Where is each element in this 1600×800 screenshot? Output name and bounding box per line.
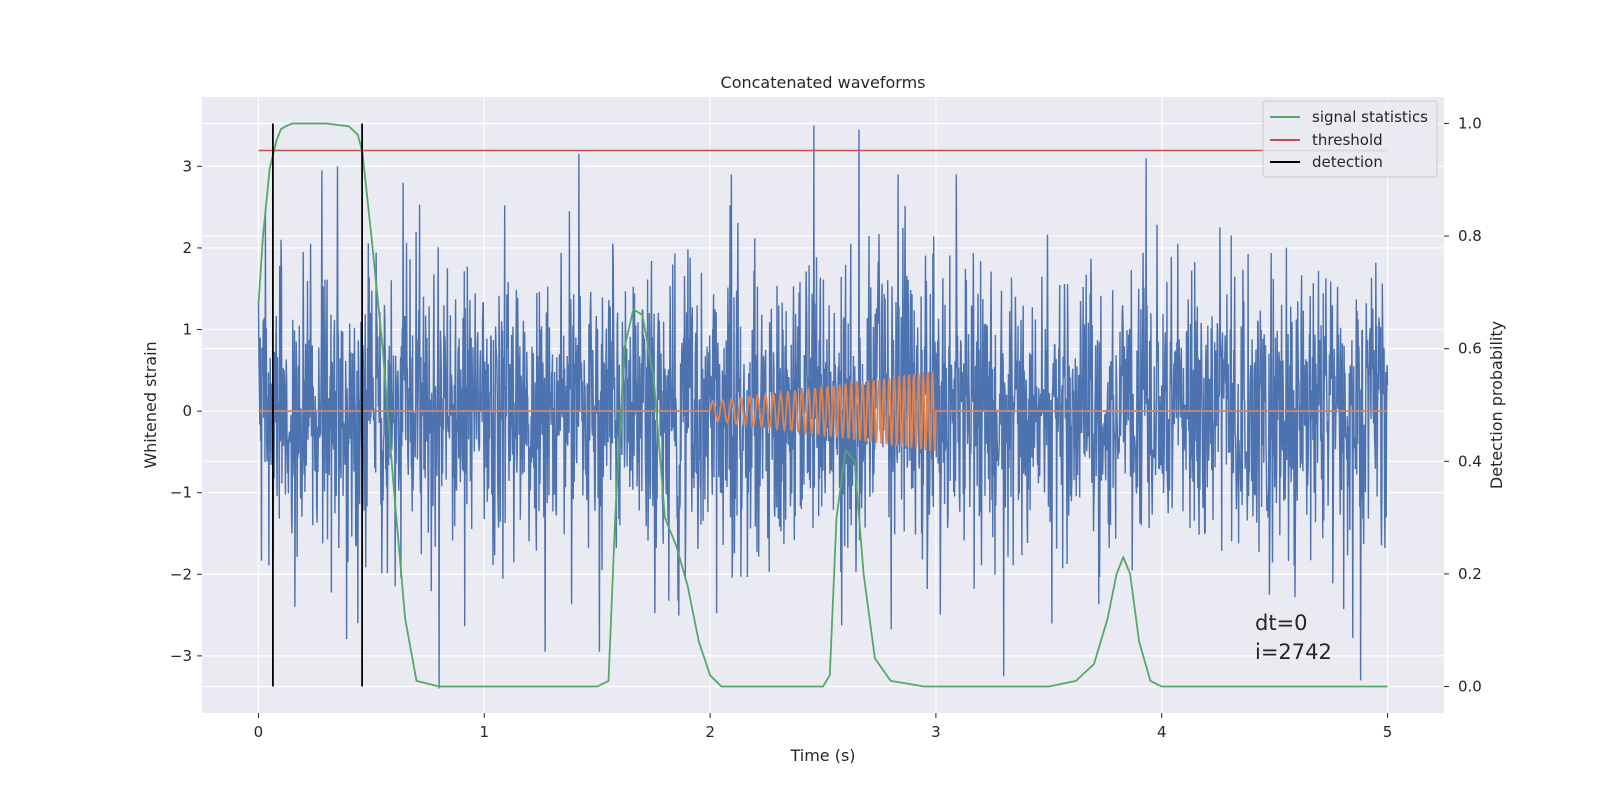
y2-axis-label: Detection probability <box>1487 321 1506 489</box>
y2-tick-label: 0.8 <box>1458 227 1482 245</box>
annotation-i: i=2742 <box>1255 640 1332 664</box>
y-tick-label: 1 <box>182 321 192 339</box>
y-axis-label: Whitened strain <box>141 341 160 468</box>
y-tick-label: 3 <box>182 157 192 175</box>
chart-title: Concatenated waveforms <box>721 73 926 92</box>
y2-tick-label: 0.6 <box>1458 340 1482 358</box>
legend-label-signal: signal statistics <box>1312 108 1428 126</box>
x-tick-label: 3 <box>931 723 941 741</box>
y2-tick-label: 0.2 <box>1458 565 1482 583</box>
strain-line <box>257 125 1389 689</box>
x-tick-label: 4 <box>1157 723 1167 741</box>
x-tick-label: 5 <box>1383 723 1393 741</box>
y-tick-label: −1 <box>170 484 192 502</box>
legend: signal statistics threshold detection <box>1262 100 1438 178</box>
y-tick-label: 2 <box>182 239 192 257</box>
x-axis-label: Time (s) <box>789 746 855 765</box>
legend-label-detection: detection <box>1312 153 1383 171</box>
y2-tick-label: 1.0 <box>1458 114 1482 132</box>
x-tick-label: 2 <box>705 723 715 741</box>
legend-label-threshold: threshold <box>1312 131 1383 149</box>
y-tick-label: −2 <box>170 565 192 583</box>
x-tick-label: 0 <box>254 723 264 741</box>
legend-box <box>1262 100 1438 178</box>
axis-ticks: 0 1 2 3 4 5 3 2 1 0 −1 −2 −3 1.0 0.8 0.6 0.4 0.2 0.0 <box>170 114 1482 741</box>
signal-statistics-series <box>257 122 1388 688</box>
x-tick-label: 1 <box>479 723 489 741</box>
strain-series <box>257 125 1389 689</box>
annotation-dt: dt=0 <box>1255 611 1308 635</box>
template-series <box>258 371 1388 452</box>
template-line <box>258 371 1388 452</box>
y2-tick-label: 0.0 <box>1458 678 1482 696</box>
signal-statistics-line <box>257 122 1388 688</box>
detection-series <box>272 123 364 687</box>
y-tick-label: 0 <box>182 402 192 420</box>
y-tick-label: −3 <box>170 647 192 665</box>
y2-tick-label: 0.4 <box>1458 452 1482 470</box>
